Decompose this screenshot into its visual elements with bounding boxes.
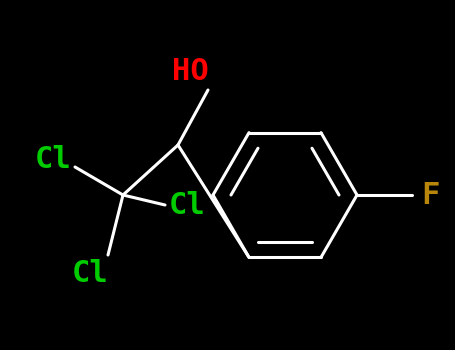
Text: F: F [421, 181, 439, 210]
Text: Cl: Cl [35, 145, 71, 174]
Text: HO: HO [172, 57, 208, 86]
Text: Cl: Cl [169, 190, 205, 219]
Text: Cl: Cl [71, 259, 108, 287]
